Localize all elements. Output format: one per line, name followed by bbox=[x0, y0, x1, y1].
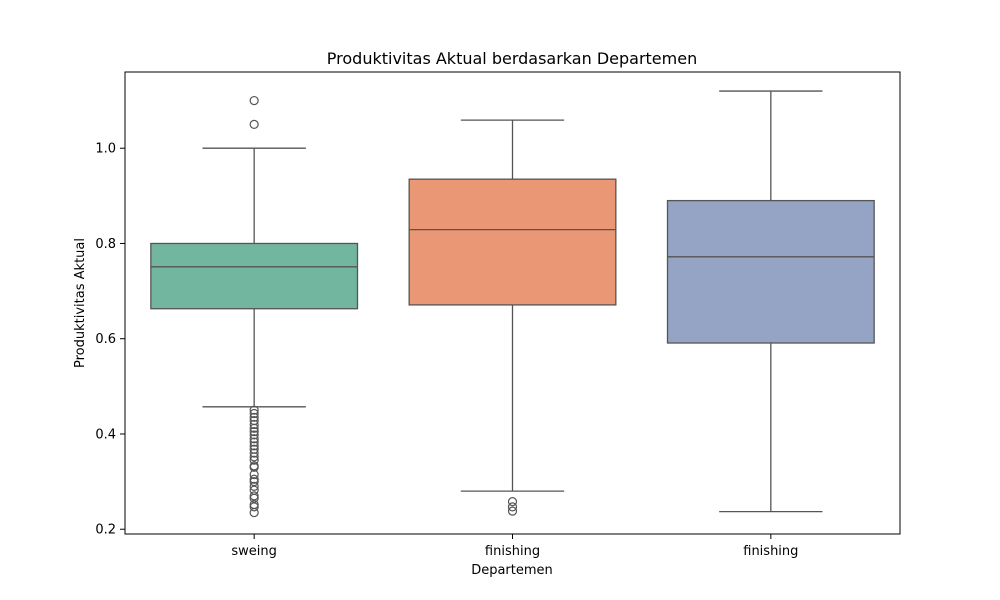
plot-area bbox=[150, 90, 875, 518]
outlier-point bbox=[249, 430, 259, 440]
outlier-point bbox=[249, 119, 259, 129]
box-group-1 bbox=[150, 95, 359, 518]
outlier-point bbox=[249, 412, 259, 422]
outlier-point bbox=[249, 474, 259, 484]
box-group-2 bbox=[408, 119, 617, 516]
x-axis: sweing finishing finishing bbox=[231, 534, 798, 559]
outlier-point bbox=[249, 507, 259, 518]
box-group-3 bbox=[666, 90, 875, 513]
outlier-point bbox=[249, 426, 259, 437]
x-axis-label: Departemen bbox=[471, 563, 553, 578]
y-axis-label: Produktivitas Aktual bbox=[73, 238, 88, 368]
outlier-point bbox=[249, 469, 259, 480]
outlier-point bbox=[249, 423, 259, 433]
x-tick-label: finishing bbox=[485, 544, 540, 559]
box-iqr bbox=[408, 178, 617, 306]
box-iqr bbox=[150, 242, 359, 310]
outlier-point bbox=[507, 506, 518, 516]
box-iqr bbox=[666, 199, 875, 344]
x-tick-label: sweing bbox=[231, 544, 277, 559]
x-tick-label: finishing bbox=[743, 544, 798, 559]
outlier-point bbox=[249, 405, 259, 415]
outlier-point bbox=[249, 408, 259, 419]
outlier-point bbox=[249, 95, 259, 106]
outlier-point bbox=[249, 481, 259, 491]
outlier-point bbox=[249, 452, 259, 462]
y-tick-label: 0.2 bbox=[95, 523, 116, 538]
outlier-point bbox=[249, 448, 259, 458]
outlier-point bbox=[249, 434, 259, 444]
y-tick-label: 0.4 bbox=[95, 427, 116, 442]
y-tick-label: 0.6 bbox=[95, 332, 116, 347]
outlier-point bbox=[507, 497, 518, 507]
y-tick-label: 1.0 bbox=[95, 142, 116, 157]
outlier-point bbox=[507, 502, 518, 512]
outlier-point bbox=[249, 441, 259, 451]
y-axis: 0.2 0.4 0.6 0.8 1.0 bbox=[95, 142, 125, 538]
outlier-point bbox=[249, 419, 259, 430]
outlier-point bbox=[249, 455, 259, 465]
outlier-point bbox=[249, 502, 259, 512]
chart-title: Produktivitas Aktual berdasarkan Departe… bbox=[327, 49, 697, 68]
outlier-point bbox=[249, 462, 259, 472]
y-tick-label: 0.8 bbox=[95, 237, 116, 252]
outlier-point bbox=[249, 437, 259, 447]
